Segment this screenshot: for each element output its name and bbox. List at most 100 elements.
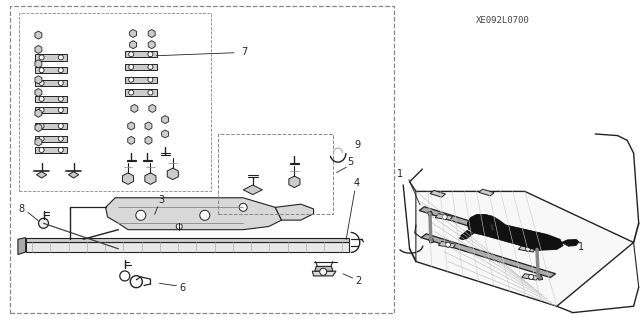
Text: 4: 4: [354, 178, 360, 189]
Polygon shape: [149, 104, 156, 113]
Polygon shape: [145, 136, 152, 145]
Polygon shape: [145, 173, 156, 184]
Circle shape: [39, 136, 44, 141]
Polygon shape: [122, 173, 134, 184]
Bar: [10, 6, 394, 313]
Circle shape: [58, 80, 63, 85]
Text: 6: 6: [179, 283, 186, 293]
Polygon shape: [428, 211, 433, 216]
Circle shape: [525, 246, 531, 251]
Polygon shape: [312, 271, 336, 276]
Circle shape: [58, 147, 63, 152]
Circle shape: [442, 214, 447, 219]
Text: 5: 5: [348, 157, 354, 167]
Polygon shape: [26, 238, 349, 242]
Circle shape: [39, 55, 44, 60]
Polygon shape: [26, 242, 349, 252]
Circle shape: [529, 274, 534, 279]
Circle shape: [58, 136, 63, 141]
Polygon shape: [35, 45, 42, 54]
Polygon shape: [419, 207, 546, 249]
Polygon shape: [130, 29, 136, 38]
Polygon shape: [35, 76, 42, 84]
Polygon shape: [35, 54, 67, 61]
Polygon shape: [430, 190, 445, 197]
Circle shape: [58, 96, 63, 101]
Polygon shape: [275, 204, 314, 220]
Polygon shape: [145, 122, 152, 130]
Polygon shape: [561, 239, 579, 246]
Circle shape: [39, 68, 44, 73]
Circle shape: [39, 80, 44, 85]
Polygon shape: [148, 41, 155, 49]
Polygon shape: [35, 136, 67, 142]
Polygon shape: [35, 109, 42, 117]
Polygon shape: [518, 246, 536, 252]
Polygon shape: [435, 214, 452, 220]
Polygon shape: [35, 107, 67, 113]
Circle shape: [176, 224, 182, 229]
Polygon shape: [315, 266, 333, 271]
Circle shape: [129, 77, 134, 82]
Polygon shape: [128, 122, 134, 130]
Polygon shape: [467, 214, 563, 250]
Polygon shape: [18, 238, 26, 255]
Circle shape: [148, 52, 153, 57]
Circle shape: [129, 64, 134, 70]
Circle shape: [148, 90, 153, 95]
Polygon shape: [243, 185, 262, 195]
Circle shape: [129, 90, 134, 95]
Bar: [19, 13, 211, 191]
Circle shape: [320, 268, 326, 275]
Polygon shape: [35, 123, 67, 129]
Polygon shape: [130, 41, 136, 49]
Polygon shape: [35, 123, 42, 132]
Text: 7: 7: [241, 47, 248, 57]
Polygon shape: [68, 172, 79, 178]
Polygon shape: [438, 241, 456, 248]
Circle shape: [39, 147, 44, 152]
Polygon shape: [131, 104, 138, 113]
Polygon shape: [162, 130, 168, 138]
Text: XE092L0700: XE092L0700: [476, 16, 529, 25]
Circle shape: [39, 96, 44, 101]
Circle shape: [58, 68, 63, 73]
Text: 1: 1: [397, 169, 403, 180]
Polygon shape: [35, 31, 42, 39]
Polygon shape: [35, 80, 67, 86]
Circle shape: [148, 64, 153, 70]
Polygon shape: [106, 198, 282, 230]
Circle shape: [148, 77, 153, 82]
Polygon shape: [125, 51, 157, 57]
Polygon shape: [460, 230, 474, 240]
Circle shape: [39, 108, 44, 113]
Circle shape: [239, 203, 247, 211]
Polygon shape: [35, 147, 67, 153]
Polygon shape: [35, 96, 67, 102]
Polygon shape: [35, 88, 42, 97]
Text: 2: 2: [355, 276, 362, 286]
Bar: [218, 134, 333, 214]
Circle shape: [58, 123, 63, 129]
Polygon shape: [35, 138, 42, 146]
Polygon shape: [35, 60, 42, 68]
Polygon shape: [125, 89, 157, 96]
Polygon shape: [479, 189, 494, 196]
Text: 1: 1: [578, 241, 584, 252]
Circle shape: [58, 108, 63, 113]
Circle shape: [39, 123, 44, 129]
Polygon shape: [148, 29, 155, 38]
Polygon shape: [534, 246, 540, 251]
Polygon shape: [416, 191, 634, 306]
Polygon shape: [421, 234, 556, 278]
Polygon shape: [162, 115, 168, 124]
Circle shape: [38, 218, 49, 228]
Polygon shape: [125, 77, 157, 83]
Circle shape: [136, 210, 146, 220]
Polygon shape: [538, 276, 543, 280]
Polygon shape: [167, 168, 179, 180]
Circle shape: [445, 242, 451, 247]
Polygon shape: [289, 176, 300, 188]
Text: 9: 9: [354, 140, 360, 150]
Text: 8: 8: [18, 204, 24, 214]
